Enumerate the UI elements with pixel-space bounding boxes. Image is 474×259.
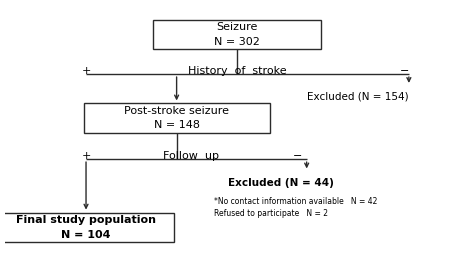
- FancyBboxPatch shape: [84, 104, 270, 133]
- Text: Post-stroke seizure
N = 148: Post-stroke seizure N = 148: [124, 106, 229, 131]
- Text: History  of  stroke: History of stroke: [188, 66, 286, 76]
- Text: *No contact information available   N = 42: *No contact information available N = 42: [214, 197, 377, 206]
- Text: −: −: [293, 151, 302, 161]
- Text: Follow  up: Follow up: [163, 151, 219, 161]
- Text: +: +: [82, 151, 91, 161]
- Text: Refused to participate   N = 2: Refused to participate N = 2: [214, 210, 328, 218]
- Text: Excluded (N = 154): Excluded (N = 154): [307, 91, 409, 102]
- FancyBboxPatch shape: [0, 213, 174, 242]
- FancyBboxPatch shape: [154, 20, 320, 49]
- Text: −: −: [400, 66, 409, 76]
- Text: Final study population
N = 104: Final study population N = 104: [16, 215, 156, 240]
- Text: Excluded (N = 44): Excluded (N = 44): [228, 178, 334, 188]
- Text: Seizure
N = 302: Seizure N = 302: [214, 22, 260, 47]
- Text: +: +: [82, 66, 91, 76]
